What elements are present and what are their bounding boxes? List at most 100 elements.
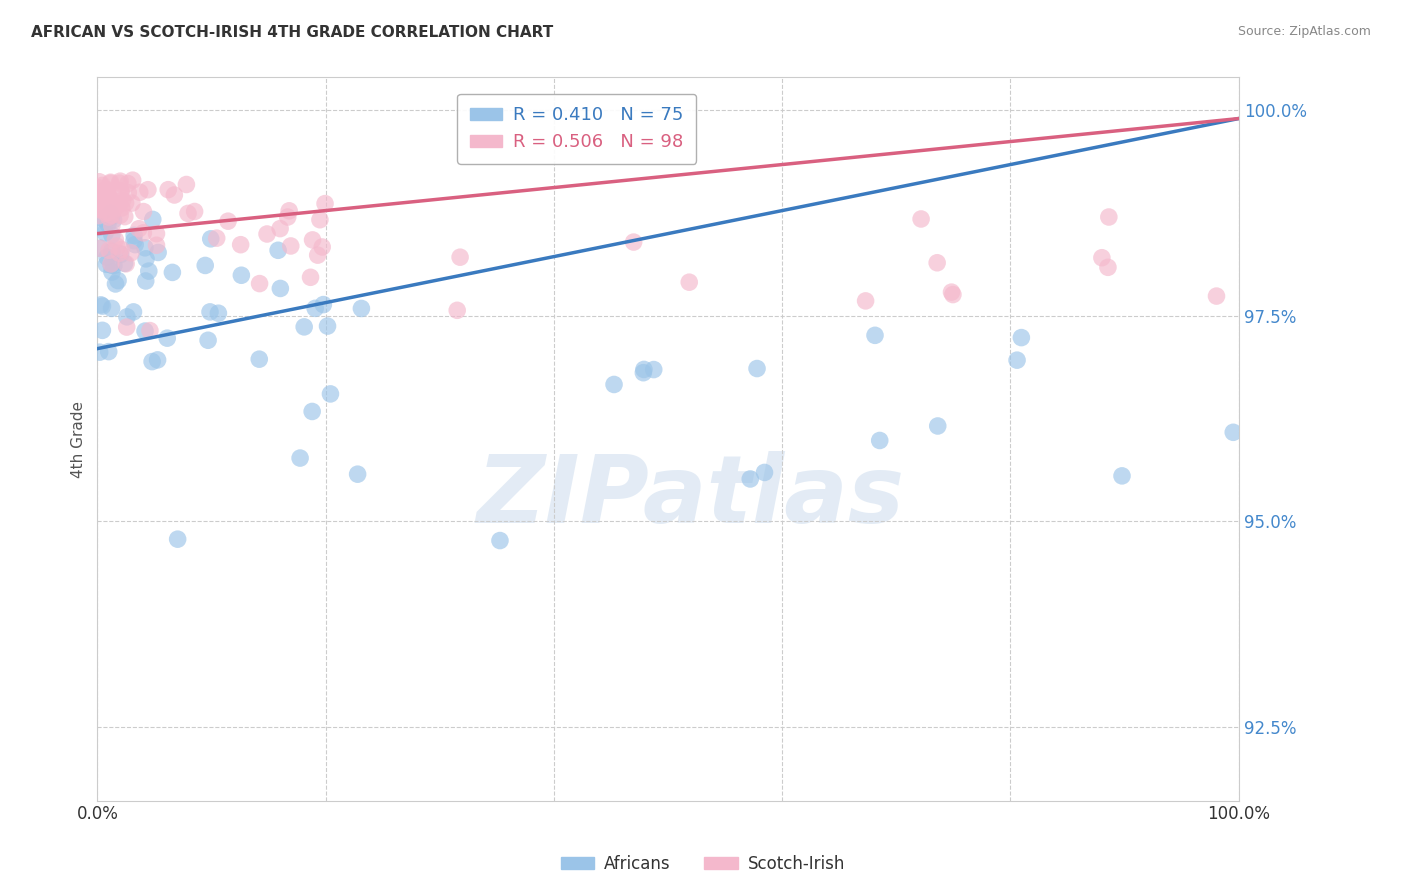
Point — [97, 205, 120, 219]
Point — [183, 204, 205, 219]
Point — [146, 245, 169, 260]
Point — [100, 208, 122, 222]
Point — [101, 227, 124, 242]
Point — [754, 466, 776, 480]
Point — [941, 285, 963, 299]
Point — [229, 237, 252, 252]
Point — [1098, 210, 1121, 224]
Point — [87, 188, 110, 202]
Point — [107, 274, 129, 288]
Point — [122, 305, 145, 319]
Point — [100, 206, 122, 220]
Point — [122, 234, 145, 248]
Point — [91, 178, 114, 193]
Point — [103, 212, 125, 227]
Point — [269, 281, 291, 295]
Point — [927, 419, 949, 434]
Point — [145, 238, 167, 252]
Point — [1010, 330, 1032, 344]
Point — [103, 259, 125, 273]
Point — [100, 176, 122, 190]
Point — [623, 235, 645, 249]
Point — [87, 202, 110, 217]
Point — [855, 293, 877, 308]
Point — [311, 240, 333, 254]
Point — [104, 277, 127, 291]
Point — [136, 183, 159, 197]
Point — [162, 265, 184, 279]
Point — [1005, 353, 1028, 368]
Point — [94, 199, 117, 213]
Point — [745, 361, 768, 376]
Point — [256, 227, 278, 241]
Point — [128, 221, 150, 235]
Point — [91, 299, 114, 313]
Point — [309, 212, 332, 227]
Point — [633, 366, 655, 380]
Point — [1091, 251, 1114, 265]
Point — [319, 387, 342, 401]
Point — [205, 231, 228, 245]
Point — [97, 210, 120, 224]
Point — [122, 228, 145, 243]
Point — [89, 220, 111, 235]
Point — [97, 194, 120, 208]
Point — [633, 362, 655, 376]
Point — [90, 298, 112, 312]
Point — [156, 331, 179, 345]
Point — [91, 202, 114, 216]
Point — [98, 244, 121, 258]
Point — [101, 219, 124, 233]
Point — [89, 241, 111, 255]
Point — [90, 194, 112, 208]
Point — [247, 352, 270, 367]
Point — [93, 183, 115, 197]
Point — [97, 217, 120, 231]
Point — [93, 190, 115, 204]
Point — [163, 188, 186, 202]
Point — [94, 182, 117, 196]
Point — [141, 354, 163, 368]
Point — [194, 259, 217, 273]
Legend: R = 0.410   N = 75, R = 0.506   N = 98: R = 0.410 N = 75, R = 0.506 N = 98 — [457, 94, 696, 164]
Point — [104, 233, 127, 247]
Point — [869, 434, 891, 448]
Point — [314, 196, 336, 211]
Point — [128, 186, 150, 200]
Point — [280, 239, 302, 253]
Point — [346, 467, 368, 482]
Point — [200, 232, 222, 246]
Point — [105, 198, 128, 212]
Point — [110, 185, 132, 199]
Point — [100, 258, 122, 272]
Point — [304, 301, 326, 316]
Point — [114, 196, 136, 211]
Point — [117, 177, 139, 191]
Point — [740, 472, 762, 486]
Point — [121, 173, 143, 187]
Point — [269, 221, 291, 235]
Point — [101, 244, 124, 259]
Point — [124, 237, 146, 252]
Point — [449, 250, 471, 264]
Point — [96, 250, 118, 264]
Point — [927, 256, 949, 270]
Point — [132, 226, 155, 240]
Point — [87, 201, 110, 215]
Point — [111, 193, 134, 207]
Point — [89, 198, 111, 212]
Point — [166, 532, 188, 546]
Point — [176, 178, 198, 192]
Point — [863, 328, 886, 343]
Point — [93, 187, 115, 202]
Point — [94, 206, 117, 220]
Point — [90, 193, 112, 207]
Point — [146, 352, 169, 367]
Point — [157, 183, 180, 197]
Point — [100, 175, 122, 189]
Point — [87, 180, 110, 194]
Point — [145, 227, 167, 241]
Point — [312, 297, 335, 311]
Point — [132, 204, 155, 219]
Legend: Africans, Scotch-Irish: Africans, Scotch-Irish — [554, 848, 852, 880]
